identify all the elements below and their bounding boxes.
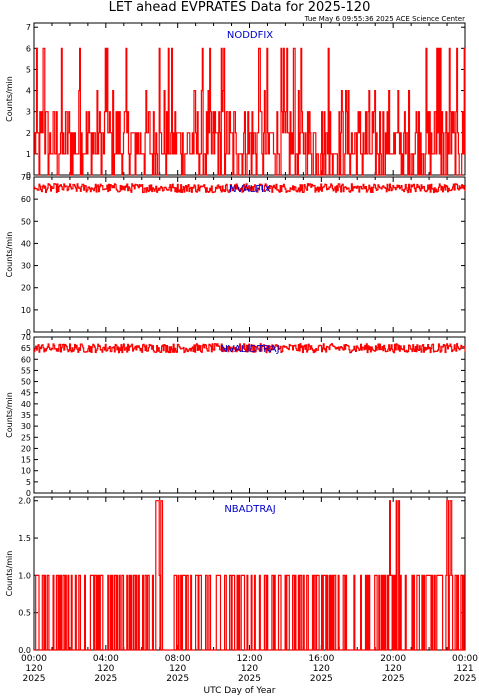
x-tick-label: 2025 bbox=[454, 674, 477, 684]
x-tick-label: 2025 bbox=[238, 674, 261, 684]
x-tick-label: 120 bbox=[25, 664, 42, 674]
x-tick-label: 2025 bbox=[382, 674, 405, 684]
panel-frame-3 bbox=[33, 336, 466, 494]
y-axis-label: Counts/min bbox=[5, 76, 14, 122]
y-tick-label: 45 bbox=[21, 389, 31, 398]
chart-title: LET ahead EVPRATES Data for 2025-120 bbox=[108, 0, 371, 15]
y-tick-label: 2.0 bbox=[18, 497, 31, 506]
series-line-4 bbox=[34, 500, 465, 651]
y-tick-label: 20 bbox=[21, 444, 31, 453]
y-tick-label: 2 bbox=[26, 129, 31, 138]
y-tick-label: 10 bbox=[21, 467, 31, 476]
y-tick-label: 50 bbox=[21, 378, 31, 387]
y-tick-label: 4 bbox=[26, 87, 31, 96]
panel-title: NBADTRAJ bbox=[224, 504, 275, 515]
x-tick-label: 20:00 bbox=[380, 654, 406, 664]
x-tick-label: 00:00 bbox=[21, 654, 47, 664]
series-line-3 bbox=[34, 343, 466, 354]
x-tick-label: 00:00 bbox=[452, 654, 478, 664]
y-axis-label: Counts/min bbox=[5, 232, 14, 278]
y-tick-label: 0.5 bbox=[18, 609, 31, 618]
y-tick-label: 50 bbox=[21, 217, 31, 226]
x-tick-label: 2025 bbox=[23, 674, 46, 684]
panel-title: NODDFIX bbox=[227, 30, 273, 41]
series-line-1 bbox=[34, 47, 466, 176]
y-axis-label: Counts/min bbox=[5, 551, 14, 597]
x-tick-label: 120 bbox=[385, 664, 402, 674]
x-tick-label: 2025 bbox=[94, 674, 117, 684]
series-line-2 bbox=[34, 183, 466, 194]
y-tick-label: 70 bbox=[21, 333, 31, 342]
y-tick-label: 60 bbox=[21, 195, 31, 204]
y-tick-label: 40 bbox=[21, 400, 31, 409]
y-tick-label: 0.0 bbox=[18, 646, 31, 655]
y-tick-label: 0 bbox=[26, 328, 31, 337]
y-tick-label: 1.0 bbox=[18, 571, 31, 580]
x-tick-label: 120 bbox=[313, 664, 330, 674]
x-tick-label: 2025 bbox=[166, 674, 189, 684]
x-tick-label: 12:00 bbox=[237, 654, 263, 664]
x-tick-label: 120 bbox=[97, 664, 114, 674]
y-tick-label: 55 bbox=[21, 366, 31, 375]
x-tick-label: 2025 bbox=[310, 674, 333, 684]
y-tick-label: 35 bbox=[21, 411, 31, 420]
x-tick-label: 16:00 bbox=[308, 654, 334, 664]
x-tick-label: 08:00 bbox=[165, 654, 191, 664]
x-tick-label: 121 bbox=[456, 664, 473, 674]
panel-title: NVALFIX bbox=[229, 184, 271, 195]
x-tick-label: 120 bbox=[241, 664, 258, 674]
y-tick-label: 6 bbox=[26, 44, 31, 53]
y-tick-label: 30 bbox=[21, 422, 31, 431]
y-tick-label: 5 bbox=[26, 65, 31, 74]
y-tick-label: 40 bbox=[21, 239, 31, 248]
y-tick-label: 7 bbox=[26, 23, 31, 32]
y-tick-label: 30 bbox=[21, 262, 31, 271]
y-tick-label: 25 bbox=[21, 433, 31, 442]
y-tick-label: 65 bbox=[21, 344, 31, 353]
y-tick-label: 1.5 bbox=[18, 534, 31, 543]
y-tick-label: 3 bbox=[26, 108, 31, 117]
x-tick-label: 04:00 bbox=[93, 654, 119, 664]
y-tick-label: 1 bbox=[26, 150, 31, 159]
timestamp: Tue May 6 09:55:36 2025 ACE Science Cent… bbox=[304, 15, 465, 23]
y-tick-label: 5 bbox=[26, 478, 31, 487]
y-tick-label: 10 bbox=[21, 306, 31, 315]
y-tick-label: 20 bbox=[21, 284, 31, 293]
x-tick-label: 120 bbox=[169, 664, 186, 674]
y-tick-label: 70 bbox=[21, 173, 31, 182]
y-axis-label: Counts/min bbox=[5, 392, 14, 438]
y-tick-label: 0 bbox=[26, 489, 31, 498]
y-tick-label: 0 bbox=[26, 171, 31, 180]
y-tick-label: 60 bbox=[21, 355, 31, 364]
panel-title: NVALIDTRAJ bbox=[220, 344, 279, 355]
panel-frame-2 bbox=[33, 176, 466, 333]
y-tick-label: 15 bbox=[21, 456, 31, 465]
x-axis-title: UTC Day of Year bbox=[203, 686, 276, 696]
